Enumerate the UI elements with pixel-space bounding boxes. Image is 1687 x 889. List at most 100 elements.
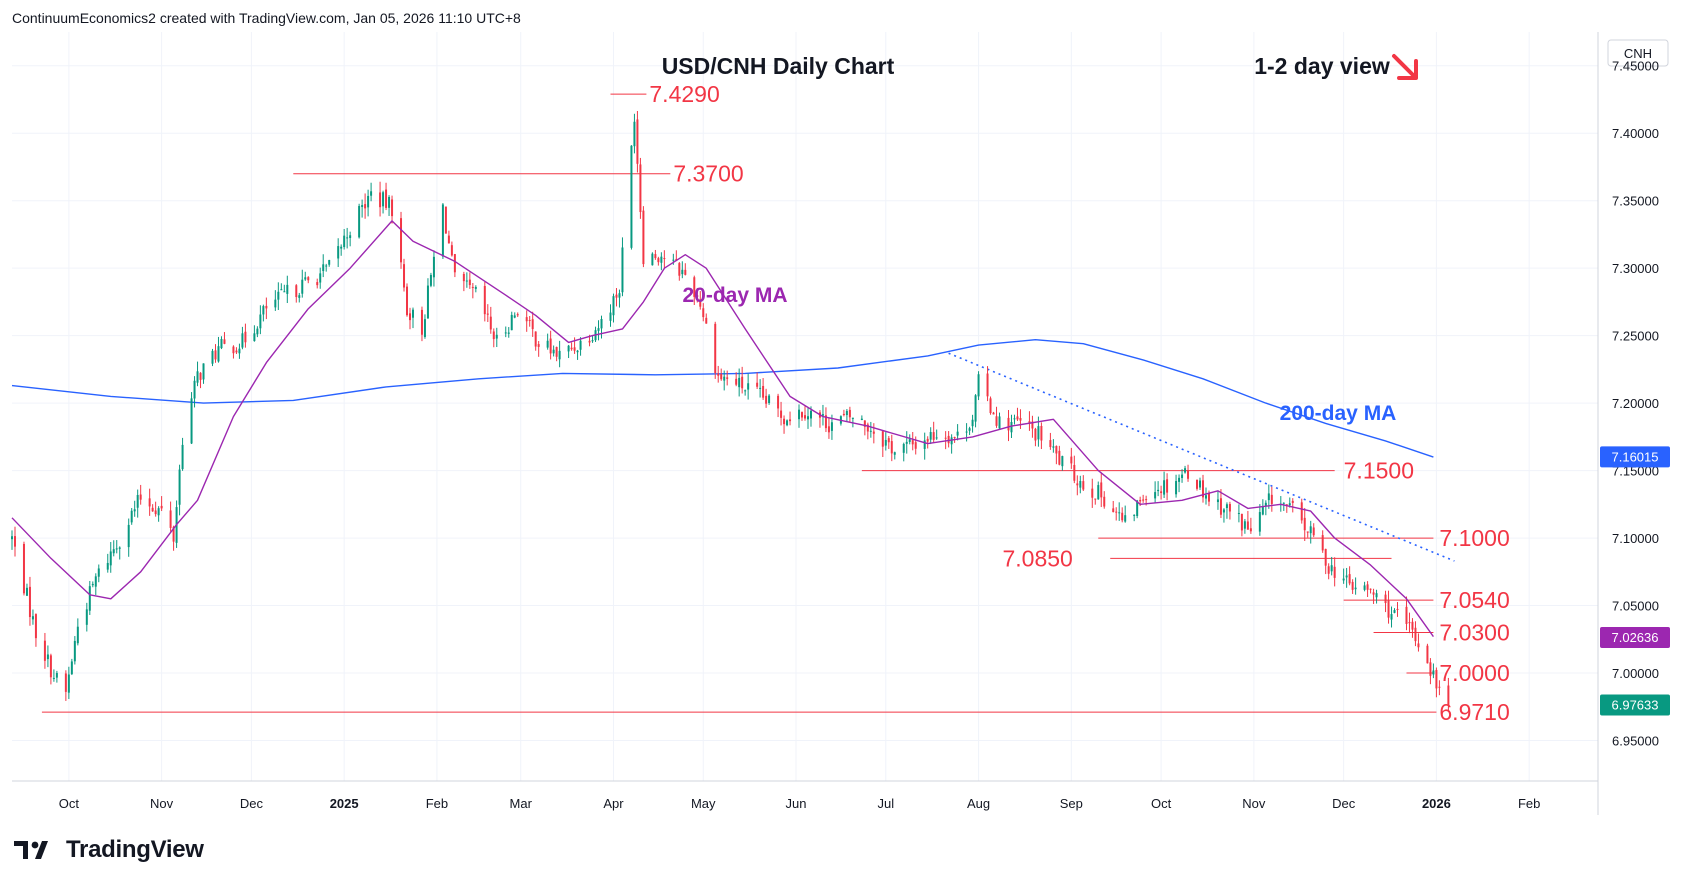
candle-body-126 [537,344,540,347]
candle-body-26 [118,547,121,549]
view-label: 1-2 day view [1254,53,1390,79]
candle-body-269 [1139,499,1142,502]
candle-body-196 [830,422,833,431]
candle-body-48 [214,350,217,360]
candle-body-99 [426,285,429,319]
candle-body-301 [1270,494,1273,504]
candles-group [11,110,1450,711]
candle-body-107 [462,273,465,282]
candle-body-236 [998,416,1001,429]
candle-body-74 [322,264,325,272]
candle-body-169 [720,373,723,380]
tradingview-logo[interactable]: TradingView [14,836,204,864]
candle-body-4 [28,586,31,618]
candle-body-331 [1396,608,1399,610]
candle-body-224 [950,437,953,445]
candle-body-127 [546,340,549,348]
candle-body-0 [11,536,13,540]
candle-body-201 [851,417,854,419]
time-tick-3: 2025 [330,796,359,811]
candle-body-288 [1219,498,1222,515]
candle-body-6 [34,614,37,639]
candle-body-244 [1034,428,1037,441]
candle-body-315 [1330,565,1333,572]
candle-body-289 [1222,509,1225,513]
candle-body-206 [872,431,875,434]
time-axis[interactable]: Oct Nov Dec 2025 Feb Mar Apr May Jun Jul Aug Sep Oct… [12,780,1598,811]
candle-body-292 [1237,512,1240,514]
candle-body-326 [1375,593,1378,598]
grid-lines [12,32,1598,781]
candle-body-211 [893,452,896,455]
candle-body-316 [1333,566,1336,578]
candle-body-253 [1073,464,1076,481]
candle-body-194 [824,415,827,429]
candle-body-210 [890,441,893,454]
candle-body-84 [364,204,367,209]
candle-body-58 [256,328,259,335]
candle-body-14 [70,661,73,675]
candle-body-239 [1013,418,1016,420]
candle-body-115 [492,331,495,340]
candle-body-68 [298,295,301,298]
candle-body-262 [1112,508,1115,513]
candle-body-298 [1261,506,1264,515]
candle-body-2 [22,543,25,594]
candle-body-30 [136,494,139,508]
candle-body-238 [1010,422,1013,433]
candle-body-294 [1243,521,1246,529]
candle-body-51 [223,339,226,344]
candle-body-181 [768,395,771,403]
price-tick-4: 7.25000 [1612,329,1659,344]
candle-body-275 [1163,480,1166,495]
candle-body-17 [85,609,88,625]
candle-body-337 [1426,645,1429,664]
level-label-7.0300: 7.0300 [1439,620,1509,646]
candle-body-304 [1285,504,1288,506]
axis-badges: 7.16015 7.02636 6.97633 [1600,446,1670,716]
candle-body-29 [133,509,136,512]
candle-body-272 [1154,492,1157,499]
candle-body-233 [989,398,992,414]
candle-body-79 [343,235,346,248]
price-axis[interactable]: CNH 7.45000 7.40000 7.35000 7.30000 7.25000 7… [1597,0,1687,815]
candle-body-263 [1115,511,1118,513]
candle-body-21 [97,568,100,577]
candle-body-291 [1228,504,1231,512]
candle-body-53 [235,350,238,353]
level-label-6.9710: 6.9710 [1439,699,1509,725]
candle-body-191 [809,410,812,419]
candle-body-117 [504,332,507,334]
candle-body-70 [304,277,307,280]
candle-body-295 [1246,521,1249,530]
candle-body-101 [432,256,435,278]
time-tick-13: Nov [1242,796,1266,811]
candle-body-47 [211,350,214,364]
candle-body-215 [911,440,914,445]
candle-body-42 [190,398,193,444]
price-tick-10: 6.95000 [1612,734,1659,749]
candle-body-325 [1372,592,1375,595]
level-label-7.3700: 7.3700 [673,161,743,187]
candle-body-173 [738,377,741,388]
candle-body-93 [403,264,406,288]
candle-body-278 [1178,477,1181,482]
candle-body-3 [25,587,28,596]
candle-body-306 [1291,500,1294,503]
candle-body-140 [597,328,600,331]
candle-body-64 [280,289,283,291]
candle-body-220 [932,432,935,440]
time-tick-10: Aug [967,796,990,811]
time-tick-9: Jul [877,796,894,811]
candle-body-161 [684,269,687,275]
candle-body-97 [420,309,423,335]
candle-body-131 [558,350,561,360]
candle-body-109 [468,279,471,286]
candle-body-91 [391,199,394,217]
level-label-7.1000: 7.1000 [1439,525,1509,551]
candle-body-193 [821,414,824,416]
candle-body-76 [328,260,331,265]
tradingview-wordmark: TradingView [66,836,204,863]
candle-body-153 [654,254,657,259]
